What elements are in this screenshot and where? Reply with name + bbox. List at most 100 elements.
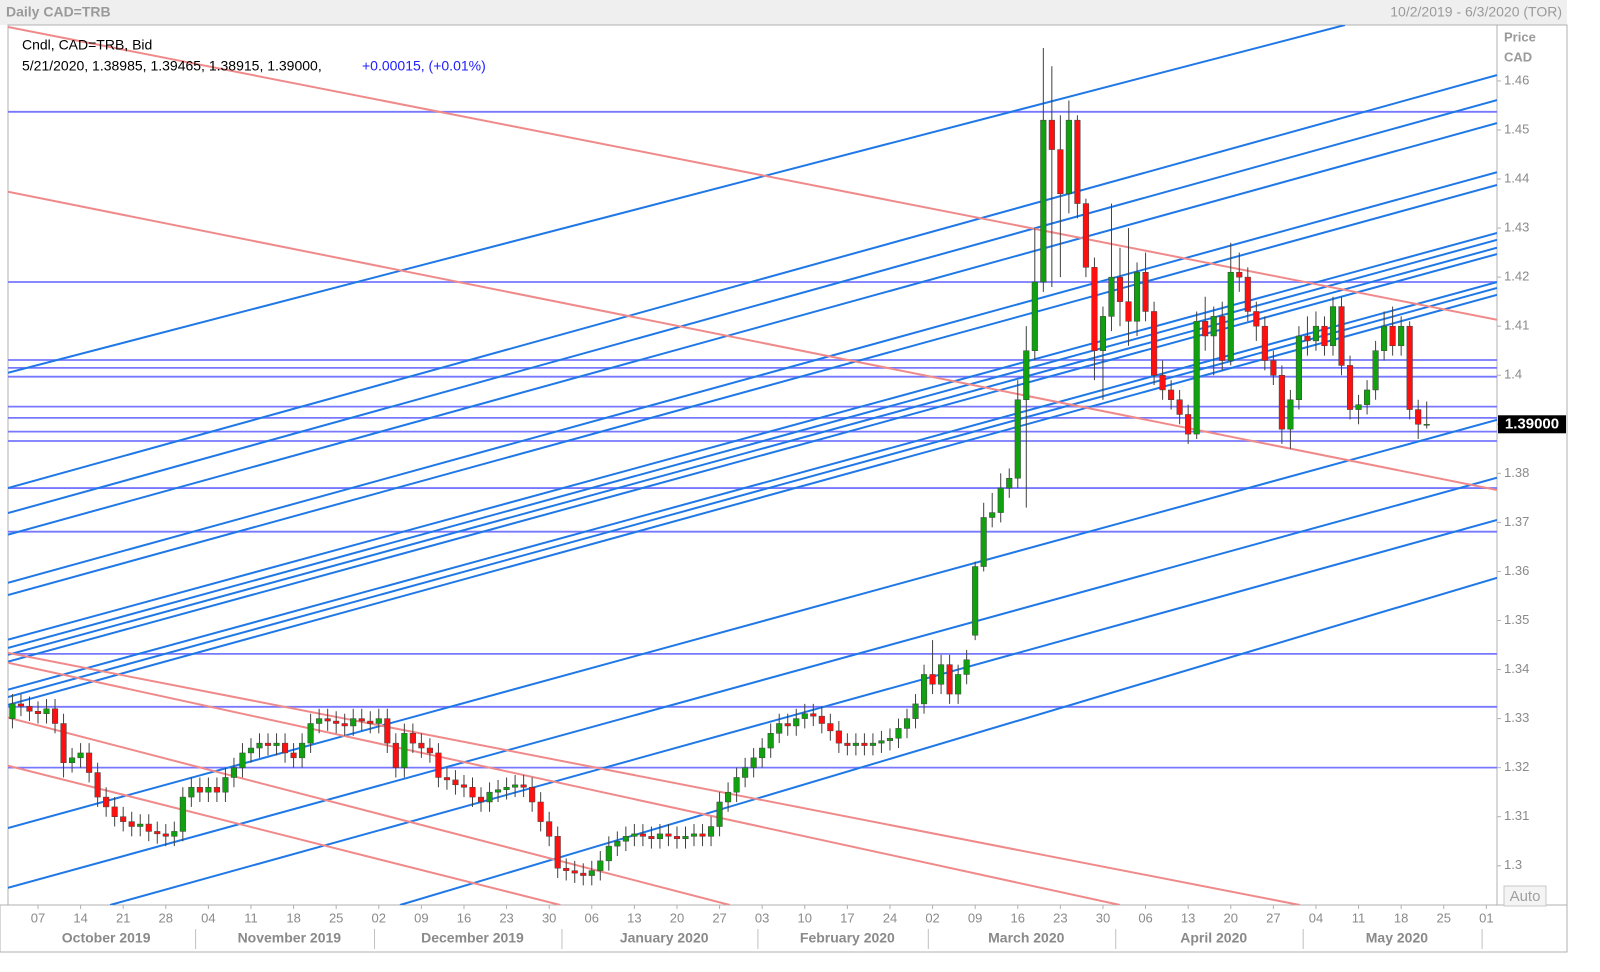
candle-body — [486, 791, 493, 803]
candle-body — [51, 708, 59, 724]
y-tick-label: 1.34 — [1504, 661, 1529, 676]
candle-body — [1253, 311, 1260, 327]
candle-body — [656, 833, 663, 840]
x-tick-label: 11 — [244, 910, 258, 925]
trend-line — [8, 293, 1497, 706]
candle-body — [196, 787, 203, 793]
candle-body — [827, 723, 834, 732]
candle-body — [460, 784, 468, 788]
candle-body — [1125, 301, 1132, 322]
candle-body — [725, 791, 732, 803]
title-bar — [0, 0, 1567, 25]
trend-line — [8, 281, 1497, 691]
candle-body — [1031, 281, 1038, 351]
candle-body — [844, 742, 851, 746]
candle-body — [580, 872, 587, 876]
candle-body — [571, 870, 578, 874]
candle-body — [17, 703, 25, 707]
candle-body — [920, 674, 928, 705]
candle-body — [273, 742, 280, 746]
month-label: October 2019 — [62, 930, 151, 946]
candle-body — [384, 718, 391, 744]
auto-button-label[interactable]: Auto — [1510, 888, 1541, 905]
trend-line — [8, 476, 1497, 889]
candle-body — [307, 723, 314, 744]
candle-body — [60, 723, 67, 763]
candle-body — [282, 742, 289, 754]
x-tick-label: 25 — [329, 910, 343, 925]
candle-body — [1023, 350, 1030, 401]
auto-button[interactable] — [1503, 885, 1547, 907]
candle-body — [1415, 409, 1422, 425]
candle-body — [1193, 321, 1200, 435]
candle-body — [1381, 325, 1388, 351]
candle-body — [614, 840, 621, 847]
candle-body — [742, 767, 749, 778]
candle-body — [801, 713, 808, 719]
candle-body — [443, 777, 450, 781]
candle-body — [895, 728, 902, 739]
trend-line — [8, 122, 1497, 536]
y-axis-label: Price — [1504, 29, 1536, 44]
candle-body — [145, 823, 152, 832]
candle-body — [1295, 335, 1302, 401]
x-tick-label: 20 — [670, 910, 684, 925]
candle-body — [469, 787, 476, 798]
y-tick-label: 1.42 — [1504, 269, 1529, 284]
candle-body — [665, 833, 672, 837]
trend-line — [8, 74, 1497, 490]
candle-body — [111, 806, 118, 817]
y-tick-label: 1.37 — [1504, 514, 1529, 529]
candle-body — [264, 742, 272, 746]
candle-body — [26, 706, 33, 712]
candle-body — [1168, 389, 1175, 401]
candle-body — [818, 715, 825, 724]
candle-body — [1261, 325, 1268, 361]
candle-body — [1227, 271, 1234, 361]
candle-body — [69, 757, 76, 763]
x-tick-label: 01 — [1479, 910, 1493, 925]
trend-line — [8, 183, 1497, 596]
candle-body — [708, 826, 715, 837]
trend-line — [8, 190, 1497, 491]
candle-body — [639, 833, 646, 837]
candle-body — [938, 664, 945, 685]
candle-body — [776, 723, 783, 734]
candle-body — [418, 742, 425, 749]
candle-body — [861, 742, 868, 746]
month-label: March 2020 — [988, 930, 1064, 946]
candle-body — [1116, 276, 1124, 302]
candle-body — [299, 742, 306, 759]
candle-body — [137, 823, 144, 827]
candle-body — [213, 787, 220, 793]
candle-body — [1151, 311, 1158, 376]
candle-body — [1065, 119, 1072, 194]
candle-body — [563, 867, 570, 871]
axes: 1.31.311.321.331.341.351.361.371.381.391… — [31, 72, 1566, 949]
x-tick-label: 09 — [414, 910, 428, 925]
candle-body — [1287, 399, 1294, 430]
candle-body — [43, 708, 50, 714]
info-line: 5/21/2020, 1.38985, 1.39465, 1.38915, 1.… — [22, 58, 322, 74]
candle-body — [529, 787, 536, 803]
x-tick-label: 18 — [1394, 910, 1408, 925]
x-tick-label: 25 — [1437, 910, 1451, 925]
candle-body — [1014, 399, 1021, 479]
candle-body — [350, 718, 357, 727]
y-tick-label: 1.32 — [1504, 759, 1529, 774]
candle-body — [1210, 316, 1217, 337]
x-tick-label: 04 — [201, 910, 215, 925]
month-label: April 2020 — [1180, 930, 1247, 946]
candle-body — [997, 487, 1004, 513]
candle-body — [154, 831, 161, 835]
candle-body — [1202, 321, 1209, 337]
candle-body — [452, 779, 459, 786]
candle-body — [520, 784, 527, 788]
candle-body — [852, 742, 859, 746]
candle-body — [622, 836, 629, 842]
candle-body — [1048, 119, 1055, 150]
candle-body — [733, 777, 740, 793]
candle-body — [1006, 477, 1013, 489]
candle-body — [1304, 335, 1311, 342]
candle-body — [426, 747, 433, 754]
